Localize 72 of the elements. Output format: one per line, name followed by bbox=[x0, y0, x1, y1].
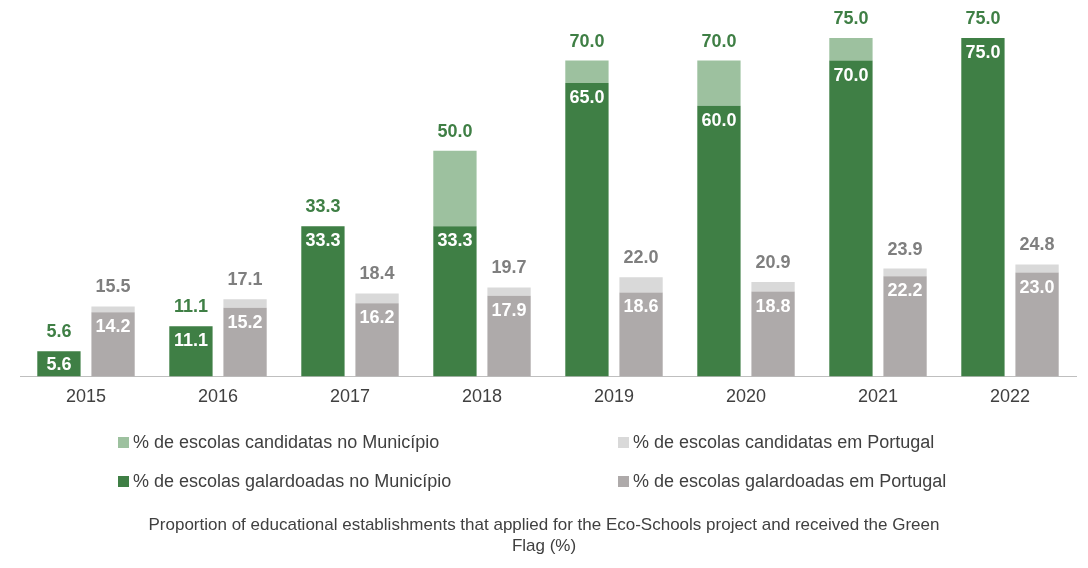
text: Proportion of educational establishments that applied for the Eco-Schools project and received the Green Flag (%) bbox=[147, 514, 941, 556]
data-label: 70.0 bbox=[833, 64, 869, 85]
total-label: 70.0 bbox=[569, 30, 605, 51]
bar bbox=[1015, 272, 1059, 377]
bar bbox=[91, 306, 135, 313]
data-label: 18.6 bbox=[623, 296, 659, 317]
x-tick-label: 2020 bbox=[725, 386, 767, 407]
bar bbox=[223, 307, 267, 377]
bar bbox=[697, 105, 741, 377]
data-label: 75.0 bbox=[965, 41, 1001, 62]
bar bbox=[565, 60, 609, 84]
data-label: 18.8 bbox=[755, 295, 791, 316]
legend-label: % de escolas galardoadas em Portugal bbox=[633, 471, 947, 492]
bar bbox=[961, 38, 1005, 377]
bar bbox=[355, 293, 399, 304]
bar bbox=[91, 312, 135, 377]
total-label: 22.0 bbox=[623, 247, 659, 268]
bar bbox=[433, 226, 477, 377]
bar bbox=[1015, 264, 1059, 273]
total-label: 33.3 bbox=[305, 196, 341, 217]
data-label: 22.2 bbox=[887, 280, 923, 301]
legend-label: % de escolas galardoadas no Município bbox=[133, 471, 452, 492]
total-label: 50.0 bbox=[437, 120, 473, 141]
x-tick-label: 2016 bbox=[197, 386, 239, 407]
total-label: 75.0 bbox=[965, 7, 1001, 28]
total-label: 70.0 bbox=[701, 30, 737, 51]
bar bbox=[355, 303, 399, 377]
bar bbox=[751, 282, 795, 292]
total-label: 18.4 bbox=[359, 263, 395, 284]
bar bbox=[697, 60, 741, 106]
legend-label: % de escolas candidatas no Município bbox=[133, 432, 440, 453]
total-label: 5.6 bbox=[46, 321, 72, 342]
data-label: 33.3 bbox=[437, 230, 473, 251]
x-tick-label: 2017 bbox=[329, 386, 371, 407]
total-label: 23.9 bbox=[887, 238, 923, 259]
data-label: 17.9 bbox=[491, 299, 527, 320]
total-label: 20.9 bbox=[755, 252, 791, 273]
data-label: 65.0 bbox=[569, 87, 605, 108]
bar bbox=[829, 60, 873, 377]
total-label: 17.1 bbox=[227, 269, 263, 290]
x-tick-label: 2018 bbox=[461, 386, 503, 407]
data-label: 23.0 bbox=[1019, 276, 1055, 297]
data-label: 15.2 bbox=[227, 311, 263, 332]
data-label: 11.1 bbox=[173, 330, 208, 351]
bar bbox=[433, 150, 477, 227]
total-label: 15.5 bbox=[95, 276, 131, 297]
total-label: 24.8 bbox=[1019, 234, 1055, 255]
bar bbox=[487, 295, 531, 377]
bar bbox=[829, 38, 873, 61]
x-tick-label: 2015 bbox=[65, 386, 107, 407]
bar bbox=[619, 277, 663, 293]
bar bbox=[169, 326, 213, 377]
bar bbox=[883, 268, 927, 277]
bar bbox=[883, 276, 927, 377]
data-label: 33.3 bbox=[305, 230, 341, 251]
x-tick-label: 2019 bbox=[593, 386, 635, 407]
data-label: 14.2 bbox=[95, 316, 131, 337]
legend-label: % de escolas candidatas em Portugal bbox=[633, 432, 935, 453]
data-label: 60.0 bbox=[701, 109, 737, 130]
x-tick-label: 2022 bbox=[989, 386, 1031, 407]
bar bbox=[487, 287, 531, 296]
total-label: 75.0 bbox=[833, 7, 869, 28]
total-label: 11.1 bbox=[173, 296, 208, 317]
bar bbox=[751, 291, 795, 377]
data-label: 16.2 bbox=[359, 307, 395, 328]
bar bbox=[619, 292, 663, 377]
data-label: 5.6 bbox=[46, 354, 72, 375]
x-tick-label: 2021 bbox=[857, 386, 899, 407]
total-label: 19.7 bbox=[491, 257, 527, 278]
bar bbox=[301, 226, 345, 377]
bar bbox=[223, 299, 267, 308]
bar bbox=[565, 83, 609, 377]
